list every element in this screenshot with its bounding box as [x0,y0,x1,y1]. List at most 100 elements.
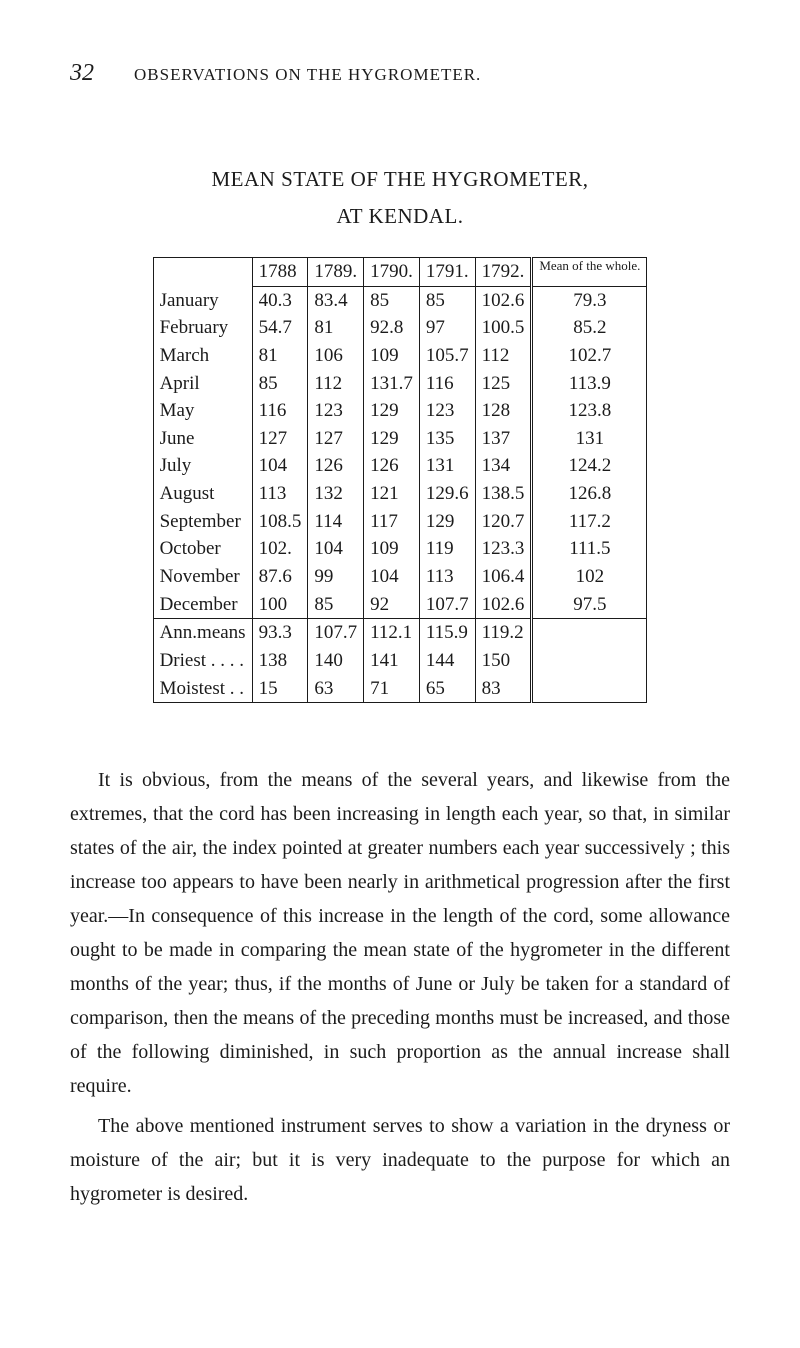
cell: 102.6 [475,591,532,619]
cell: 112 [308,370,364,398]
cell: 40.3 [252,287,308,315]
cell: 108.5 [252,508,308,536]
summary-row: Moistest . . 15 63 71 65 83 [153,675,647,703]
row-label: Driest . . . . [153,647,252,675]
cell: 121 [364,480,420,508]
row-label: January [153,287,252,315]
cell: 92.8 [364,314,420,342]
cell: 92 [364,591,420,619]
row-label: September [153,508,252,536]
cell: 112 [475,342,532,370]
cell: 123 [419,397,475,425]
cell: 129 [364,425,420,453]
table-row: June 127 127 129 135 137 131 [153,425,647,453]
running-title: OBSERVATIONS ON THE HYGROMETER. [134,65,481,85]
row-label: Ann.means [153,619,252,647]
row-label: May [153,397,252,425]
table-row: November 87.6 99 104 113 106.4 102 [153,563,647,591]
cell: 137 [475,425,532,453]
running-head: 32 OBSERVATIONS ON THE HYGROMETER. [70,60,730,87]
mean-cell [532,675,647,703]
row-label: June [153,425,252,453]
page: 32 OBSERVATIONS ON THE HYGROMETER. MEAN … [0,0,800,1277]
cell: 131 [419,452,475,480]
row-label: February [153,314,252,342]
cell: 127 [308,425,364,453]
cell: 85 [252,370,308,398]
row-label: March [153,342,252,370]
row-label: Moistest . . [153,675,252,703]
cell: 125 [475,370,532,398]
cell: 106.4 [475,563,532,591]
cell: 107.7 [308,619,364,647]
cell: 54.7 [252,314,308,342]
mean-cell [532,619,647,647]
mean-cell [532,647,647,675]
row-label: April [153,370,252,398]
cell: 105.7 [419,342,475,370]
cell: 119 [419,535,475,563]
cell: 126 [308,452,364,480]
table-row: February 54.7 81 92.8 97 100.5 85.2 [153,314,647,342]
cell: 99 [308,563,364,591]
cell: 109 [364,535,420,563]
header-year: 1792. [475,258,532,287]
mean-cell: 79.3 [532,287,647,315]
row-label: November [153,563,252,591]
page-number: 32 [70,60,94,87]
cell: 140 [308,647,364,675]
cell: 113 [252,480,308,508]
cell: 128 [475,397,532,425]
body-text: It is obvious, from the means of the sev… [70,763,730,1211]
table-row: April 85 112 131.7 116 125 113.9 [153,370,647,398]
mean-cell: 102.7 [532,342,647,370]
paragraph-1: It is obvious, from the means of the sev… [70,763,730,1103]
cell: 107.7 [419,591,475,619]
header-mean: Mean of the whole. [532,258,647,287]
cell: 93.3 [252,619,308,647]
mean-cell: 117.2 [532,508,647,536]
table-row: March 81 106 109 105.7 112 102.7 [153,342,647,370]
cell: 71 [364,675,420,703]
header-year: 1791. [419,258,475,287]
cell: 129 [419,508,475,536]
row-label: October [153,535,252,563]
header-year: 1790. [364,258,420,287]
cell: 123 [308,397,364,425]
table-row: July 104 126 126 131 134 124.2 [153,452,647,480]
cell: 127 [252,425,308,453]
row-label: July [153,452,252,480]
header-empty [153,258,252,287]
cell: 123.3 [475,535,532,563]
paragraph-2: The above mentioned instrument serves to… [70,1109,730,1211]
table-header-row: 1788 1789. 1790. 1791. 1792. Mean of the… [153,258,647,287]
mean-cell: 131 [532,425,647,453]
cell: 100.5 [475,314,532,342]
table-row: May 116 123 129 123 128 123.8 [153,397,647,425]
cell: 85 [419,287,475,315]
cell: 138.5 [475,480,532,508]
cell: 129 [364,397,420,425]
cell: 131.7 [364,370,420,398]
cell: 87.6 [252,563,308,591]
cell: 65 [419,675,475,703]
cell: 104 [308,535,364,563]
table-row: August 113 132 121 129.6 138.5 126.8 [153,480,647,508]
row-label: August [153,480,252,508]
cell: 120.7 [475,508,532,536]
cell: 109 [364,342,420,370]
table-row: September 108.5 114 117 129 120.7 117.2 [153,508,647,536]
mean-cell: 97.5 [532,591,647,619]
table-row: December 100 85 92 107.7 102.6 97.5 [153,591,647,619]
cell: 63 [308,675,364,703]
cell: 141 [364,647,420,675]
mean-cell: 85.2 [532,314,647,342]
cell: 119.2 [475,619,532,647]
cell: 85 [308,591,364,619]
cell: 112.1 [364,619,420,647]
mean-cell: 102 [532,563,647,591]
cell: 116 [419,370,475,398]
hygrometer-table: 1788 1789. 1790. 1791. 1792. Mean of the… [153,257,648,703]
header-year: 1788 [252,258,308,287]
cell: 104 [364,563,420,591]
